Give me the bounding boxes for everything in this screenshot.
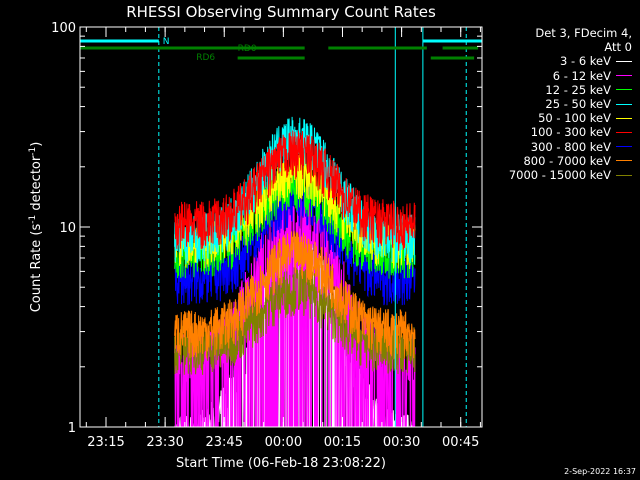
flags-layer: N RD0 RD6 [80,27,482,427]
legend-entry-8: 7000 - 15000 keV [470,168,632,182]
legend-header-1: Det 3, FDecim 4, [535,26,632,40]
legend-label-2: 12 - 25 keV [545,82,611,97]
x-tick-label-2: 23:45 [206,435,243,450]
series-layer [174,116,416,428]
series-line-3 [174,116,416,265]
x-tick-label-4: 00:15 [324,435,361,450]
rd6-flag-label: RD6 [196,53,215,63]
legend-label-7: 800 - 7000 keV [523,153,611,168]
x-tick-label-6: 00:45 [442,435,479,450]
series-line-2 [174,165,416,279]
y-tick-label-0: 1 [68,421,76,436]
x-tick-label-3: 00:00 [265,435,302,450]
y-axis-label: Count Rate (s-1 detector-1) [28,142,44,313]
legend-entry-0: 3 - 6 keV [470,54,632,68]
legend-swatch-6 [616,146,632,148]
legend-label-6: 300 - 800 keV [530,139,611,154]
legend-entry-1: 6 - 12 keV [470,69,632,83]
legend-label-0: 3 - 6 keV [560,54,611,69]
legend-swatch-1 [616,75,632,77]
x-axis-label: Start Time (06-Feb-18 23:08:22) [176,456,386,471]
legend-swatch-5 [616,132,632,134]
legend-swatch-3 [616,103,632,105]
legend-header-2: Att 0 [604,40,632,55]
legend-swatch-4 [616,117,632,119]
x-tick-label-5: 00:30 [383,435,420,450]
x-tick-label-1: 23:30 [146,435,183,450]
legend-entry-4: 50 - 100 keV [470,111,632,125]
legend-entry-3: 25 - 50 keV [470,97,632,111]
rd0-flag-label: RD0 [238,44,257,54]
n-flag-label: N [163,37,170,47]
legend-label-1: 6 - 12 keV [552,68,611,83]
legend-label-3: 25 - 50 keV [545,97,611,112]
legend-swatch-2 [616,89,632,91]
footer-date: 2-Sep-2022 16:37 [564,467,636,476]
legend-entries: 3 - 6 keV 6 - 12 keV 12 - 25 keV 25 - 50 ke… [470,54,632,182]
legend-swatch-0 [616,61,632,62]
legend-label-8: 7000 - 15000 keV [508,168,611,183]
legend-label-4: 50 - 100 keV [538,111,611,126]
legend-swatch-8 [616,174,632,176]
legend-label-5: 100 - 300 keV [530,125,611,140]
legend-entry-5: 100 - 300 keV [470,125,632,139]
y-tick-label-2: 100 [51,21,76,36]
axis-layer: 1 10 100 23:15 23:30 23:45 00:00 00:15 00:30 00:4… [51,21,482,450]
legend-swatch-7 [616,160,632,162]
y-tick-label-1: 10 [59,221,76,236]
series-line-5 [174,130,416,251]
legend-entry-7: 800 - 7000 keV [470,154,632,168]
legend: Det 3, FDecim 4, Att 0 3 - 6 keV 6 - 12 k… [470,26,632,182]
legend-entry-2: 12 - 25 keV [470,83,632,97]
chart-title: RHESSI Observing Summary Count Rates [126,3,436,21]
series-line-7 [174,230,416,359]
legend-entry-6: 300 - 800 keV [470,140,632,154]
x-tick-label-0: 23:15 [87,435,124,450]
